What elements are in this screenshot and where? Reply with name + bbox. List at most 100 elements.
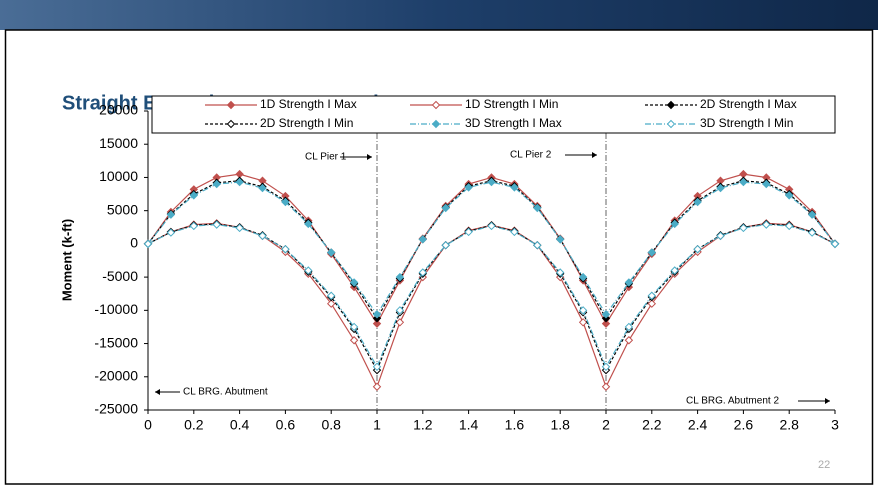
point-marker — [670, 219, 679, 229]
point-marker — [510, 183, 519, 192]
point-marker — [739, 177, 748, 187]
legend-marker — [666, 100, 676, 110]
x-tick-label: 0.2 — [184, 417, 204, 433]
point-marker — [281, 244, 290, 254]
y-tick-label: -20000 — [94, 367, 138, 383]
point-marker — [349, 336, 359, 345]
point-marker — [189, 191, 199, 200]
point-marker — [739, 223, 748, 233]
point-marker — [555, 268, 565, 277]
point-marker — [304, 266, 313, 275]
legend-marker — [431, 119, 441, 129]
point-marker — [670, 266, 679, 275]
y-tick-label: 0 — [130, 235, 138, 251]
point-marker — [372, 382, 382, 391]
banner — [0, 0, 878, 30]
annotation: CL Pier 1 — [305, 152, 347, 163]
point-marker — [326, 248, 336, 257]
x-tick-label: 2.2 — [642, 417, 662, 433]
point-marker — [807, 228, 817, 237]
point-marker — [326, 291, 336, 300]
point-marker — [235, 223, 244, 233]
arrow-head — [367, 154, 372, 160]
x-tick-label: 0.8 — [321, 417, 341, 433]
point-marker — [601, 319, 611, 328]
point-marker — [762, 220, 771, 229]
point-marker — [693, 244, 702, 254]
legend-label: 1D Strength I Min — [465, 97, 558, 111]
x-tick-label: 0.4 — [230, 417, 250, 433]
point-marker — [807, 210, 817, 219]
point-marker — [533, 241, 542, 250]
point-marker — [578, 318, 588, 327]
point-marker — [601, 310, 611, 319]
point-marker — [372, 319, 382, 328]
point-marker — [258, 183, 267, 193]
point-marker — [143, 239, 153, 249]
point-marker — [395, 318, 405, 327]
legend-label: 1D Strength I Max — [260, 97, 357, 111]
point-marker — [418, 268, 428, 277]
x-tick-label: 2 — [602, 417, 610, 433]
x-tick-label: 1.4 — [459, 417, 479, 433]
point-marker — [212, 220, 221, 229]
legend-marker — [226, 100, 236, 110]
y-tick-label: 5000 — [107, 201, 138, 217]
point-marker — [578, 306, 588, 315]
point-marker — [395, 272, 405, 282]
point-marker — [418, 235, 428, 244]
legend-marker — [226, 119, 236, 129]
point-marker — [166, 210, 176, 219]
point-marker — [601, 362, 611, 372]
x-tick-label: 3 — [831, 417, 839, 433]
point-marker — [693, 197, 702, 207]
point-marker — [464, 183, 473, 192]
arrow-head — [155, 389, 160, 395]
y-tick-label: 10000 — [99, 168, 138, 184]
page-number: 22 — [818, 459, 830, 471]
legend-label: 2D Strength I Max — [700, 97, 797, 111]
annotation: CL BRG. Abutment 2 — [686, 396, 779, 407]
x-tick-label: 2.4 — [688, 417, 708, 433]
point-marker — [487, 177, 496, 187]
point-marker — [189, 221, 199, 231]
x-tick-label: 0.6 — [276, 417, 296, 433]
point-marker — [624, 336, 634, 345]
point-marker — [716, 183, 725, 193]
x-tick-label: 1 — [373, 417, 381, 433]
point-marker — [212, 179, 221, 189]
point-marker — [441, 241, 450, 250]
point-marker — [830, 239, 840, 249]
legend-label: 2D Strength I Min — [260, 116, 353, 130]
point-marker — [281, 197, 290, 207]
point-marker — [716, 231, 725, 241]
annotation: CL BRG. Abutment — [183, 387, 268, 398]
x-tick-label: 1.8 — [550, 417, 570, 433]
point-marker — [372, 310, 382, 319]
point-marker — [349, 322, 359, 332]
x-tick-label: 0 — [144, 417, 152, 433]
point-marker — [647, 248, 657, 257]
point-marker — [555, 235, 565, 244]
point-marker — [349, 278, 359, 287]
legend-box — [151, 95, 836, 134]
legend-marker — [666, 119, 676, 129]
y-tick-label: 15000 — [99, 135, 138, 151]
point-marker — [441, 203, 450, 213]
point-marker — [258, 231, 267, 241]
point-marker — [304, 219, 313, 229]
legend-label: 3D Strength I Max — [465, 116, 562, 130]
point-marker — [235, 177, 244, 187]
point-marker — [624, 322, 634, 332]
point-marker — [647, 291, 657, 300]
point-marker — [395, 306, 405, 315]
y-tick-label: -5000 — [102, 268, 138, 284]
y-axis-label: Moment (k-ft) — [59, 219, 74, 301]
point-marker — [624, 278, 634, 287]
point-marker — [578, 272, 588, 282]
point-marker — [533, 203, 542, 213]
x-tick-label: 1.2 — [413, 417, 433, 433]
point-marker — [326, 299, 336, 308]
